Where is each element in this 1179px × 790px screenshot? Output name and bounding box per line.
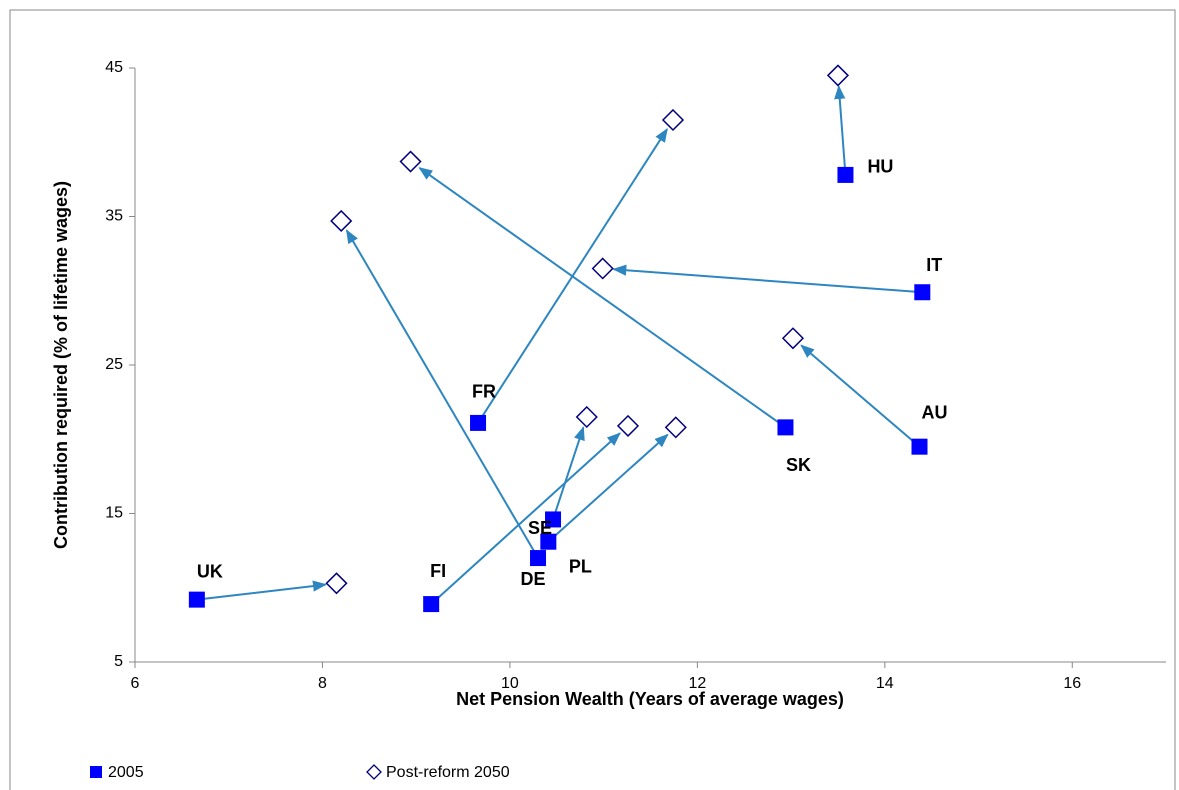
arrow: [800, 344, 921, 448]
point-label: SK: [786, 455, 811, 475]
point-label: UK: [197, 561, 223, 581]
y-axis-title: Contribution required (% of lifetime wag…: [51, 181, 71, 549]
point: [325, 572, 348, 595]
point: [188, 591, 205, 608]
point: [911, 438, 928, 455]
x-tick-label: 6: [131, 675, 140, 692]
point: [540, 533, 557, 550]
x-tick-label: 14: [876, 675, 894, 692]
point-label: DE: [521, 569, 546, 589]
arrow: [418, 167, 787, 429]
y-tick-label: 35: [105, 208, 123, 225]
point: [616, 414, 640, 437]
point-label: IT: [926, 255, 942, 275]
y-tick-label: 45: [105, 59, 123, 76]
x-tick-label: 16: [1063, 675, 1081, 692]
point: [781, 327, 805, 350]
point-label: FI: [430, 561, 446, 581]
point: [664, 416, 687, 439]
x-axis-title: Net Pension Wealth (Years of average wag…: [456, 689, 844, 709]
y-tick-label: 15: [105, 505, 123, 522]
y-tick-label: 25: [105, 356, 123, 373]
legend-marker: [366, 764, 382, 780]
legend-label: Post-reform 2050: [386, 764, 510, 781]
point: [470, 414, 487, 431]
point-label: HU: [867, 157, 893, 177]
point: [591, 257, 614, 280]
point-label: PL: [569, 556, 592, 576]
point: [530, 550, 547, 567]
point-label: FR: [472, 382, 496, 402]
point: [330, 209, 353, 233]
x-tick-label: 10: [501, 675, 519, 692]
arrow: [552, 426, 585, 520]
arrow: [196, 580, 327, 601]
arrow: [612, 264, 923, 294]
point: [826, 64, 850, 87]
point: [423, 596, 440, 613]
point-label: SE: [528, 518, 552, 538]
point-label: AU: [921, 402, 947, 422]
point: [661, 108, 685, 132]
arrow: [834, 84, 847, 175]
point: [914, 284, 931, 301]
chart-frame: [9, 9, 1176, 790]
y-tick-label: 5: [114, 653, 123, 670]
arrow: [345, 229, 539, 559]
arrow: [430, 432, 621, 605]
arrow: [547, 433, 669, 543]
point: [545, 511, 562, 528]
legend-marker: [90, 766, 102, 778]
x-tick-label: 8: [318, 675, 327, 692]
point: [777, 419, 794, 436]
point: [837, 166, 854, 183]
legend-label: 2005: [108, 764, 144, 781]
point: [575, 405, 598, 429]
x-tick-label: 12: [688, 675, 706, 692]
point: [399, 150, 422, 173]
